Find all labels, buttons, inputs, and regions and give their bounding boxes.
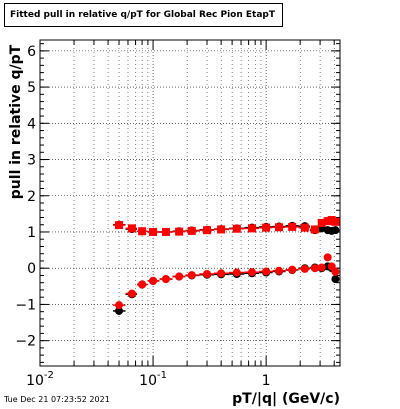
data-point [323, 217, 332, 226]
data-point [248, 268, 257, 277]
timestamp: Tue Dec 21 07:23:52 2021 [4, 395, 110, 404]
data-point [187, 226, 196, 235]
data-point [275, 266, 284, 275]
chart-title: Fitted pull in relative q/pT for Global … [4, 3, 283, 27]
data-point [138, 280, 147, 289]
data-point [175, 227, 184, 236]
data-point [175, 272, 184, 281]
data-point [331, 226, 340, 235]
y-tick-label: 2 [27, 189, 36, 205]
data-point [262, 223, 271, 232]
data-point [232, 224, 241, 233]
series-3 [113, 253, 340, 310]
data-point [317, 218, 326, 227]
data-point [300, 223, 309, 232]
data-point [300, 264, 309, 273]
y-tick-label: 0 [27, 261, 36, 277]
data-point [310, 225, 319, 234]
data-point [161, 275, 170, 284]
data-point [310, 264, 319, 273]
data-point [323, 253, 332, 262]
x-tick-label: 10-1 [139, 370, 167, 389]
data-point [275, 223, 284, 232]
data-point [288, 222, 297, 231]
data-point [317, 263, 326, 272]
axis-ticks: 10-2 10-1 1 −2 −1 0 1 2 3 4 5 6 [15, 40, 340, 389]
data-point [203, 269, 212, 278]
data-point [149, 276, 158, 285]
data-point [331, 217, 340, 226]
data-point [248, 224, 257, 233]
data-point [288, 265, 297, 274]
data-point [331, 275, 340, 284]
data-point [115, 306, 124, 315]
plot-frame [39, 39, 341, 367]
y-tick-label: 6 [27, 44, 36, 60]
data-point [232, 268, 241, 277]
y-tick-label: 4 [27, 116, 36, 132]
data-point [127, 224, 136, 233]
y-tick-label: −2 [15, 334, 36, 350]
x-axis-label: pT/|q| (GeV/c) [232, 391, 340, 407]
data-point [115, 221, 124, 230]
data-series [113, 216, 340, 315]
data-point [203, 226, 212, 235]
data-point [127, 289, 136, 298]
y-tick-label: 5 [27, 80, 36, 96]
data-point [217, 269, 226, 278]
y-axis-label: pull in relative q/pT [8, 44, 24, 200]
data-point [187, 271, 196, 280]
y-tick-label: 1 [27, 225, 36, 241]
y-tick-label: −1 [15, 297, 36, 313]
grid-lines [40, 40, 340, 366]
series-2 [113, 216, 340, 236]
data-point [138, 227, 147, 236]
data-point [149, 227, 158, 236]
chart-title-text: Fitted pull in relative q/pT for Global … [10, 10, 276, 20]
data-point [262, 267, 271, 276]
data-point [115, 301, 124, 310]
data-point [331, 267, 340, 276]
x-tick-label: 10-2 [26, 370, 54, 389]
data-point [161, 227, 170, 236]
x-tick-label: 1 [262, 373, 271, 389]
data-point [217, 225, 226, 234]
y-tick-label: 3 [27, 153, 36, 169]
